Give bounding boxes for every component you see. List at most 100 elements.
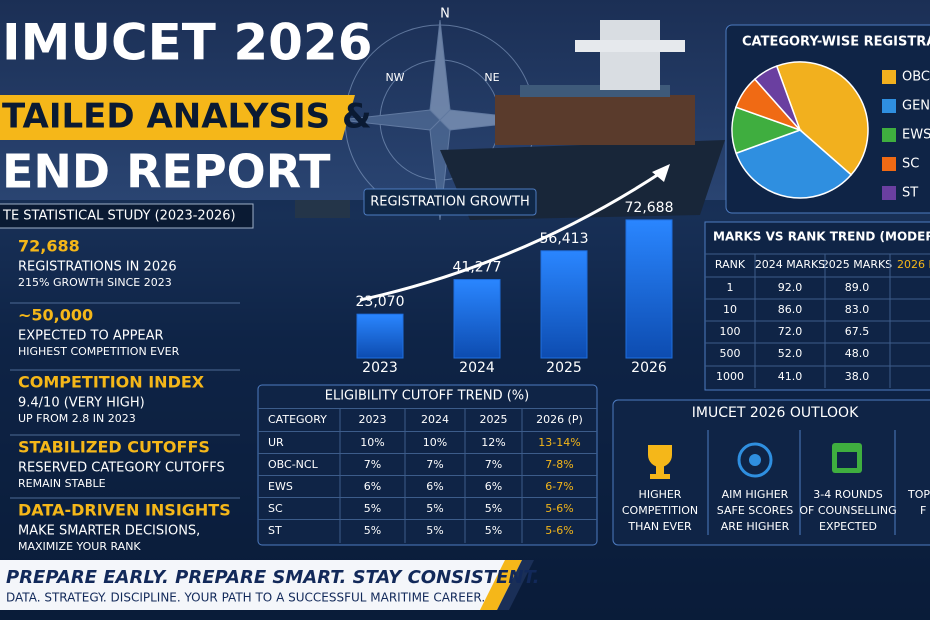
highlight-line: 9.4/10 (VERY HIGH)	[18, 396, 145, 411]
table-cell: SC	[268, 502, 283, 515]
table-cell: 7%	[364, 458, 381, 471]
table-cell: 5%	[364, 502, 381, 515]
highlight-heading: 72,688	[18, 237, 80, 256]
highlight-heading: ~50,000	[18, 306, 93, 325]
table-cell: 6%	[485, 480, 502, 493]
marks-title: MARKS VS RANK TREND (MODERATE	[713, 230, 930, 244]
table-cell: UR	[268, 436, 284, 449]
table-cell: OBC-NCL	[268, 458, 319, 471]
tagline-box	[0, 203, 254, 229]
outlook-text: EXPECTED	[819, 520, 877, 533]
legend-swatch	[882, 99, 896, 113]
bar	[540, 250, 588, 359]
compass-label: NE	[484, 71, 499, 84]
outlook-text: THAN EVER	[627, 520, 692, 533]
stripe	[497, 560, 534, 610]
table-cell: 500	[720, 347, 741, 360]
x-tick-label: 2025	[546, 360, 582, 376]
table-cell: 48.0	[845, 347, 870, 360]
pie-slice	[775, 61, 869, 176]
tagline: TE STATISTICAL STUDY (2023-2026)	[2, 209, 236, 224]
table-header: RANK	[715, 258, 746, 271]
bar-value-label: 23,070	[356, 294, 405, 310]
chart-title: REGISTRATION GROWTH	[370, 195, 530, 210]
table-cell: 52.0	[778, 347, 803, 360]
table-cell: 7%	[426, 458, 443, 471]
x-tick-label: 2026	[631, 360, 667, 376]
highlight-line: EXPECTED TO APPEAR	[18, 329, 164, 344]
table-cell: 7-8%	[545, 458, 573, 471]
table-cell: 89.0	[845, 281, 870, 294]
marks-panel	[704, 221, 930, 391]
outlook-text: HIGHER	[639, 488, 682, 501]
table-header: 2023	[359, 413, 387, 426]
bar-value-label: 72,688	[625, 200, 674, 216]
highlight-heading: STABILIZED CUTOFFS	[18, 438, 210, 457]
table-cell: 41.0	[778, 370, 803, 383]
table-cell: 7%	[485, 458, 502, 471]
banner	[0, 95, 355, 140]
legend-swatch	[882, 157, 896, 171]
legend-label: ST	[902, 186, 918, 201]
table-cell: ST	[268, 524, 282, 537]
table-cell: 5%	[426, 524, 443, 537]
highlight-line: MAXIMIZE YOUR RANK	[18, 540, 141, 553]
legend-label: SC	[902, 157, 919, 172]
table-cell: 10%	[360, 436, 384, 449]
outlook-text: OF COUNSELLING	[799, 504, 896, 517]
chart-title-box	[363, 188, 537, 216]
table-cell: 72.0	[778, 325, 803, 338]
legend-label: OBC-	[902, 70, 930, 85]
table-cell: 5-6%	[545, 502, 573, 515]
eligibility-panel	[257, 384, 598, 546]
stripe	[480, 560, 522, 610]
table-header: 2024	[421, 413, 449, 426]
highlight-heading: DATA-DRIVEN INSIGHTS	[18, 501, 231, 520]
legend-swatch	[882, 128, 896, 142]
highlight-line: 215% GROWTH SINCE 2023	[18, 276, 172, 289]
highlight-line: RESERVED CATEGORY CUTOFFS	[18, 461, 225, 476]
table-cell: 5%	[426, 502, 443, 515]
bar	[625, 219, 673, 359]
table-cell: 13-14%	[538, 436, 580, 449]
table-cell: 12%	[481, 436, 505, 449]
table-cell: 1000	[716, 370, 744, 383]
outlook-icons	[648, 430, 896, 535]
pie-slice	[735, 129, 853, 199]
table-cell: 10	[723, 303, 737, 316]
bar-value-label: 41,277	[453, 260, 502, 276]
outlook-text: COMPETITION	[622, 504, 698, 517]
table-cell: 10%	[423, 436, 447, 449]
table-cell: 83.0	[845, 303, 870, 316]
outlook-text: SAFE SCORES	[717, 504, 793, 517]
bar	[356, 313, 404, 359]
table-cell: EWS	[268, 480, 293, 493]
footer-tagline: DATA. STRATEGY. DISCIPLINE. YOUR PATH TO…	[6, 591, 485, 605]
highlight-line: UP FROM 2.8 IN 2023	[18, 412, 136, 425]
table-header: 2025	[480, 413, 508, 426]
table-cell: 5%	[364, 524, 381, 537]
table-cell: 5%	[485, 502, 502, 515]
table-cell: 86.0	[778, 303, 803, 316]
footer-headline: PREPARE EARLY. PREPARE SMART. STAY CONSI…	[6, 567, 540, 588]
table-cell: 6-7%	[545, 480, 573, 493]
compass-label: NW	[385, 71, 404, 84]
outlook-text: ARE HIGHER	[721, 520, 790, 533]
outlook-title: IMUCET 2026 OUTLOOK	[692, 405, 859, 421]
compass-label: N	[440, 7, 450, 22]
table-cell: 100	[720, 325, 741, 338]
table-cell: 5-6%	[545, 524, 573, 537]
subtitle: END REPORT	[2, 145, 331, 199]
table-header: CATEGORY	[268, 413, 327, 426]
table-cell: 6%	[426, 480, 443, 493]
outlook-text: AIM HIGHER	[722, 488, 789, 501]
pie-slice	[753, 65, 801, 131]
bar	[453, 279, 501, 359]
banner-text: TAILED ANALYSIS &	[2, 97, 372, 137]
compass	[339, 19, 541, 221]
outlook-text: 3-4 ROUNDS	[813, 488, 883, 501]
table-cell: 67.5	[845, 325, 870, 338]
eligibility-title: ELIGIBILITY CUTOFF TREND (%)	[325, 389, 529, 404]
